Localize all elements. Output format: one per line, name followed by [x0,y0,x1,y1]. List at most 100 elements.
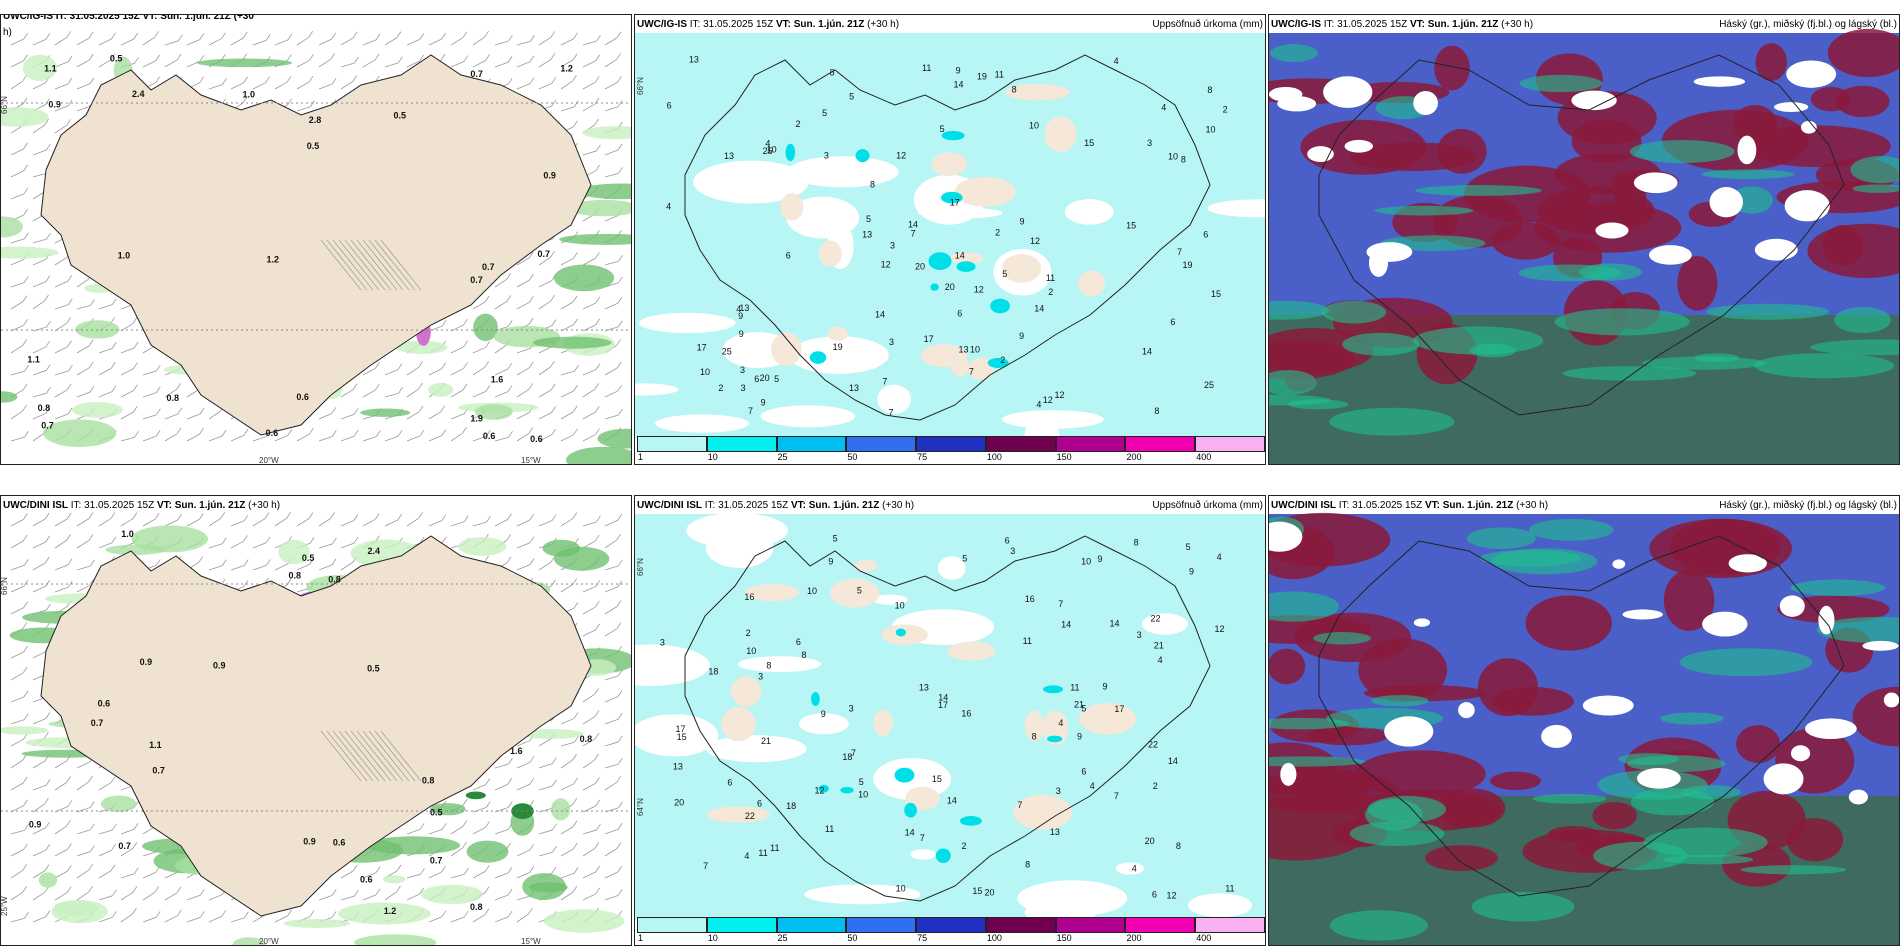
accum-value-label: 21 [1074,699,1084,709]
wind-barb [494,916,509,923]
accum-land-dry [921,344,968,368]
wind-barb [538,829,553,835]
wind-barb-flag [111,843,117,851]
wind-barb [582,540,596,549]
colorbar-tick: 75 [917,933,928,943]
accum-value-label: 12 [1055,390,1065,400]
wind-barb-flag [528,317,534,325]
wind-barb-flag [463,55,469,62]
wind-barb [142,518,156,527]
wind-barb-flag [441,865,446,873]
accum-land-dry [854,559,878,572]
wind-barb [10,370,25,376]
wind-barb-flag [574,100,579,107]
wind-barb-flag [156,408,161,416]
accum-value-label: 6 [754,374,759,384]
wind-barb [32,238,47,244]
wind-barb [252,542,267,549]
wind-barb [582,783,596,791]
wind-barb [54,849,68,857]
wind-barb [472,301,486,310]
wind-barb-flag [462,31,468,38]
precip-value-label: 0.7 [91,718,104,728]
wind-barb [10,849,24,857]
colorbar-tick: 10 [707,933,718,943]
wind-barb-flag [617,143,623,151]
wind-barb [208,894,223,901]
accum-value-label: 5 [849,92,854,102]
wind-barb [54,105,69,112]
wind-barb [582,521,597,527]
colorbar-swatch [846,917,917,933]
hatch-line [362,730,404,782]
wind-barb-flag [528,274,534,281]
wind-barb-flag [441,910,447,917]
accum-value-label: 2 [995,228,1000,238]
wind-barb-flag [308,427,314,435]
wind-barb [230,37,244,46]
wind-barb-flag [617,514,623,521]
cloud-clear [1622,609,1663,620]
precip-value-label: 0.6 [333,837,346,847]
wind-barb [604,741,619,747]
precip-wind-map: 0.70.50.81.60.80.70.50.61.20.90.80.60.52… [1,512,631,946]
cloud-low [1269,394,1332,406]
wind-barb [54,870,68,879]
wind-barb [10,585,24,593]
wind-barb-flag [132,317,138,324]
wind-barb-flag [462,426,467,434]
precip-blob [566,446,631,464]
panel-dini-precip-wind: UWC/DINI ISL IT: 31.05.2025 15Z VT: Sun.… [0,495,632,946]
wind-barb [582,829,597,835]
wind-barb [604,675,619,681]
wind-barb [516,783,530,791]
cloud-low [1834,306,1891,334]
accum-value-label: 8 [830,67,835,77]
wind-barb-flag [111,536,117,543]
accum-value-label: 13 [689,54,699,64]
wind-barb-flag [528,296,534,303]
wind-barb [318,413,333,420]
wind-barb-flag [265,536,271,544]
wind-barb-flag [331,430,337,437]
accum-value-label: 3 [824,150,829,160]
wind-barb-flag [595,428,600,435]
accum-value-label: 14 [947,796,957,806]
accum-value-label: 8 [1154,406,1159,416]
wind-barb-flag [23,164,28,172]
wind-barb-flag [23,142,28,150]
accum-value-label: 9 [761,397,766,407]
cloud-clear [1818,605,1835,635]
wind-barb [98,849,112,857]
precip-value-label: 0.6 [296,392,309,402]
wind-barb-flag [594,76,600,83]
accum-value-label: 21 [1154,640,1164,650]
precip-value-label: 0.5 [302,553,315,563]
wind-barb-flag [574,365,579,372]
wind-barb [10,258,24,266]
lon-20-label: 20°W [259,937,279,946]
wind-barb-flag [462,820,468,827]
wind-barb [76,565,91,571]
wind-barb-flag [221,32,226,39]
wind-barb-flag [508,431,513,438]
colorbar-tick: 200 [1126,452,1142,462]
wind-barb [362,59,376,68]
accum-high [935,848,951,864]
wind-barb-flag [353,514,359,521]
wind-barb-flag [132,886,138,893]
accum-value-label: 13 [919,682,929,692]
accum-value-label: 20 [945,282,955,292]
wind-barb-flag [23,513,28,520]
precip-blob [75,320,120,339]
accum-value-label: 4 [1158,655,1163,665]
wind-barb [406,411,420,420]
wind-barb [582,389,595,398]
precip-value-label: 0.7 [430,855,443,865]
wind-barb-flag [375,866,381,873]
precip-value-label: 1.6 [510,746,523,756]
precip-value-label: 0.9 [303,836,316,846]
precip-blob [466,840,509,863]
wind-barb-flag [352,31,358,39]
accum-land-dry [1044,116,1077,153]
